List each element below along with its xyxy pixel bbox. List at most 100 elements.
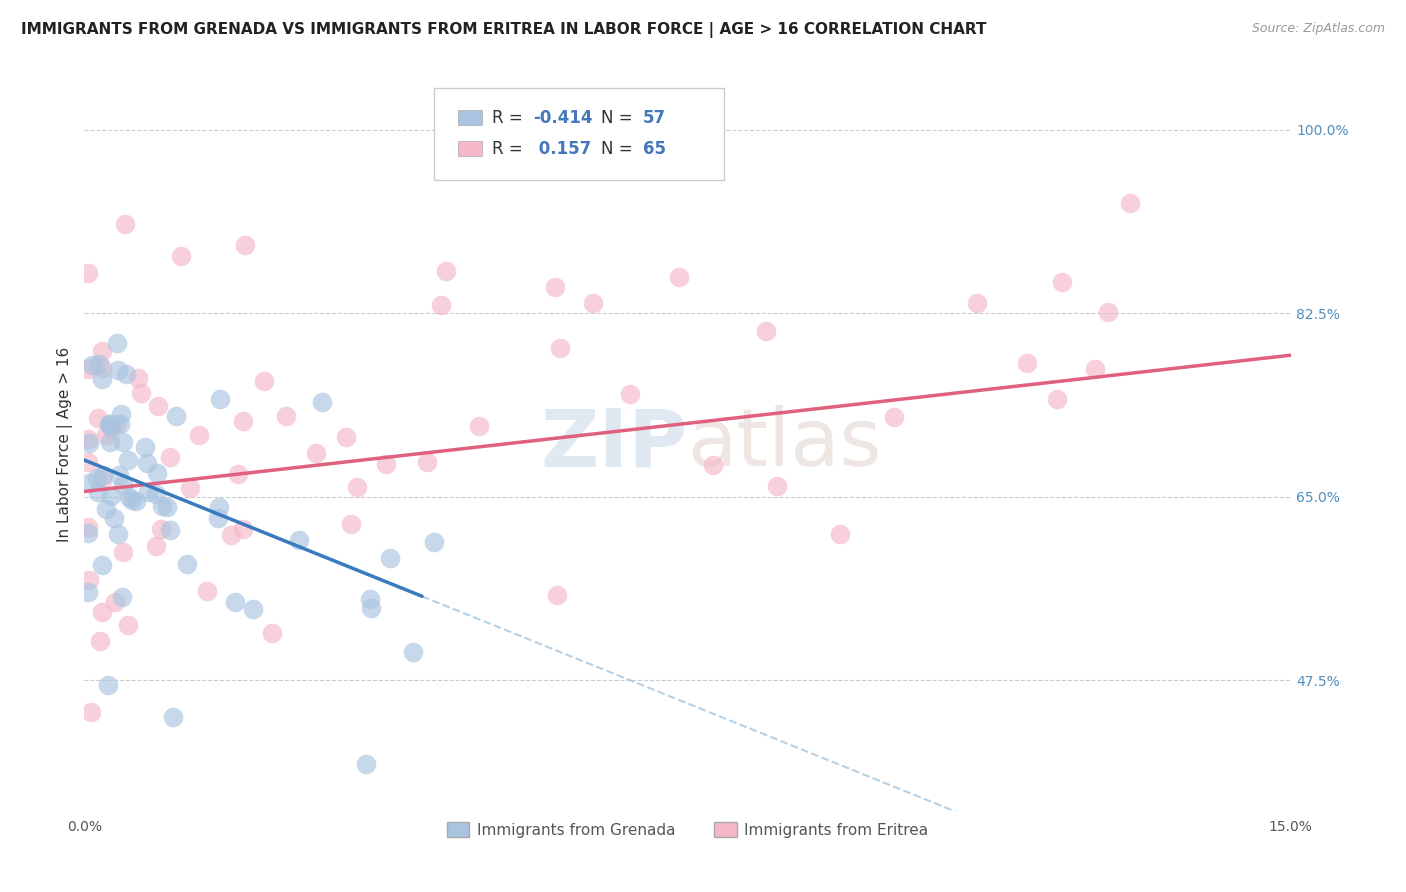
Point bbox=[359, 591, 381, 606]
Point bbox=[121, 492, 143, 507]
Point bbox=[117, 453, 139, 467]
Point bbox=[253, 375, 276, 389]
Point bbox=[79, 705, 101, 719]
Point bbox=[176, 558, 198, 572]
Point bbox=[374, 457, 396, 471]
Point bbox=[1015, 355, 1038, 369]
Point bbox=[702, 458, 724, 472]
FancyBboxPatch shape bbox=[458, 141, 482, 156]
Text: 65: 65 bbox=[643, 140, 666, 158]
Point bbox=[91, 361, 114, 376]
Point bbox=[97, 678, 120, 692]
Point bbox=[207, 510, 229, 524]
Point bbox=[93, 467, 115, 482]
Point bbox=[87, 411, 110, 425]
Y-axis label: In Labor Force | Age > 16: In Labor Force | Age > 16 bbox=[58, 347, 73, 542]
Point bbox=[232, 414, 254, 428]
Point bbox=[136, 485, 159, 500]
Legend: Immigrants from Grenada, Immigrants from Eritrea: Immigrants from Grenada, Immigrants from… bbox=[440, 815, 935, 844]
Point bbox=[91, 343, 114, 358]
Point bbox=[150, 522, 173, 536]
Point bbox=[114, 217, 136, 231]
Point bbox=[129, 385, 152, 400]
Point bbox=[118, 491, 141, 505]
Point bbox=[152, 499, 174, 513]
Point bbox=[468, 419, 491, 434]
Text: -0.414: -0.414 bbox=[533, 109, 592, 127]
Point bbox=[619, 386, 641, 401]
Point bbox=[87, 484, 110, 499]
Text: R =: R = bbox=[492, 109, 529, 127]
Point bbox=[105, 335, 128, 350]
Point bbox=[112, 478, 135, 492]
Point bbox=[77, 584, 100, 599]
Point bbox=[107, 527, 129, 541]
Point bbox=[162, 710, 184, 724]
Point bbox=[380, 551, 402, 566]
Point bbox=[311, 394, 333, 409]
Point bbox=[346, 480, 368, 494]
Point bbox=[882, 409, 904, 424]
Point bbox=[402, 644, 425, 658]
Point bbox=[77, 266, 100, 280]
Point bbox=[766, 479, 789, 493]
Point bbox=[546, 588, 568, 602]
Point bbox=[98, 435, 121, 450]
Point bbox=[125, 494, 148, 508]
Point bbox=[179, 481, 201, 495]
Point bbox=[221, 527, 243, 541]
Point bbox=[134, 440, 156, 454]
Point bbox=[668, 269, 690, 284]
Point bbox=[77, 526, 100, 541]
Point bbox=[77, 436, 100, 450]
Point bbox=[104, 595, 127, 609]
Point bbox=[423, 535, 446, 549]
Point bbox=[117, 617, 139, 632]
Point bbox=[100, 489, 122, 503]
Point bbox=[77, 519, 100, 533]
Point bbox=[108, 467, 131, 482]
Text: atlas: atlas bbox=[688, 405, 882, 483]
Point bbox=[188, 427, 211, 442]
Point bbox=[110, 407, 132, 421]
Point bbox=[77, 432, 100, 446]
Point bbox=[77, 454, 100, 468]
Point bbox=[830, 527, 852, 541]
Point bbox=[91, 605, 114, 619]
Point bbox=[354, 757, 377, 772]
Text: 0.157: 0.157 bbox=[533, 140, 592, 158]
Point bbox=[754, 324, 776, 338]
Point bbox=[208, 500, 231, 514]
Point bbox=[145, 540, 167, 554]
Point bbox=[434, 264, 457, 278]
FancyBboxPatch shape bbox=[434, 88, 724, 180]
Point bbox=[90, 473, 112, 487]
Point bbox=[548, 341, 571, 355]
Point bbox=[305, 446, 328, 460]
Point bbox=[360, 600, 382, 615]
Point bbox=[91, 372, 114, 386]
Point bbox=[115, 368, 138, 382]
Point bbox=[276, 409, 298, 423]
Point bbox=[127, 371, 149, 385]
Point bbox=[1052, 275, 1074, 289]
Text: N =: N = bbox=[600, 140, 637, 158]
Point bbox=[1084, 362, 1107, 376]
Point bbox=[335, 429, 357, 443]
Point bbox=[98, 417, 121, 432]
Point bbox=[1046, 392, 1069, 406]
Point bbox=[165, 409, 187, 423]
Point bbox=[100, 419, 122, 434]
Point bbox=[208, 392, 231, 406]
Point bbox=[107, 362, 129, 376]
Text: IMMIGRANTS FROM GRENADA VS IMMIGRANTS FROM ERITREA IN LABOR FORCE | AGE > 16 COR: IMMIGRANTS FROM GRENADA VS IMMIGRANTS FR… bbox=[21, 22, 987, 38]
Point bbox=[232, 522, 254, 536]
FancyBboxPatch shape bbox=[458, 111, 482, 125]
Point bbox=[544, 280, 567, 294]
Point bbox=[145, 466, 167, 480]
Point bbox=[195, 584, 218, 599]
Point bbox=[242, 601, 264, 615]
Text: N =: N = bbox=[600, 109, 637, 127]
Point bbox=[77, 362, 100, 376]
Point bbox=[170, 249, 193, 263]
